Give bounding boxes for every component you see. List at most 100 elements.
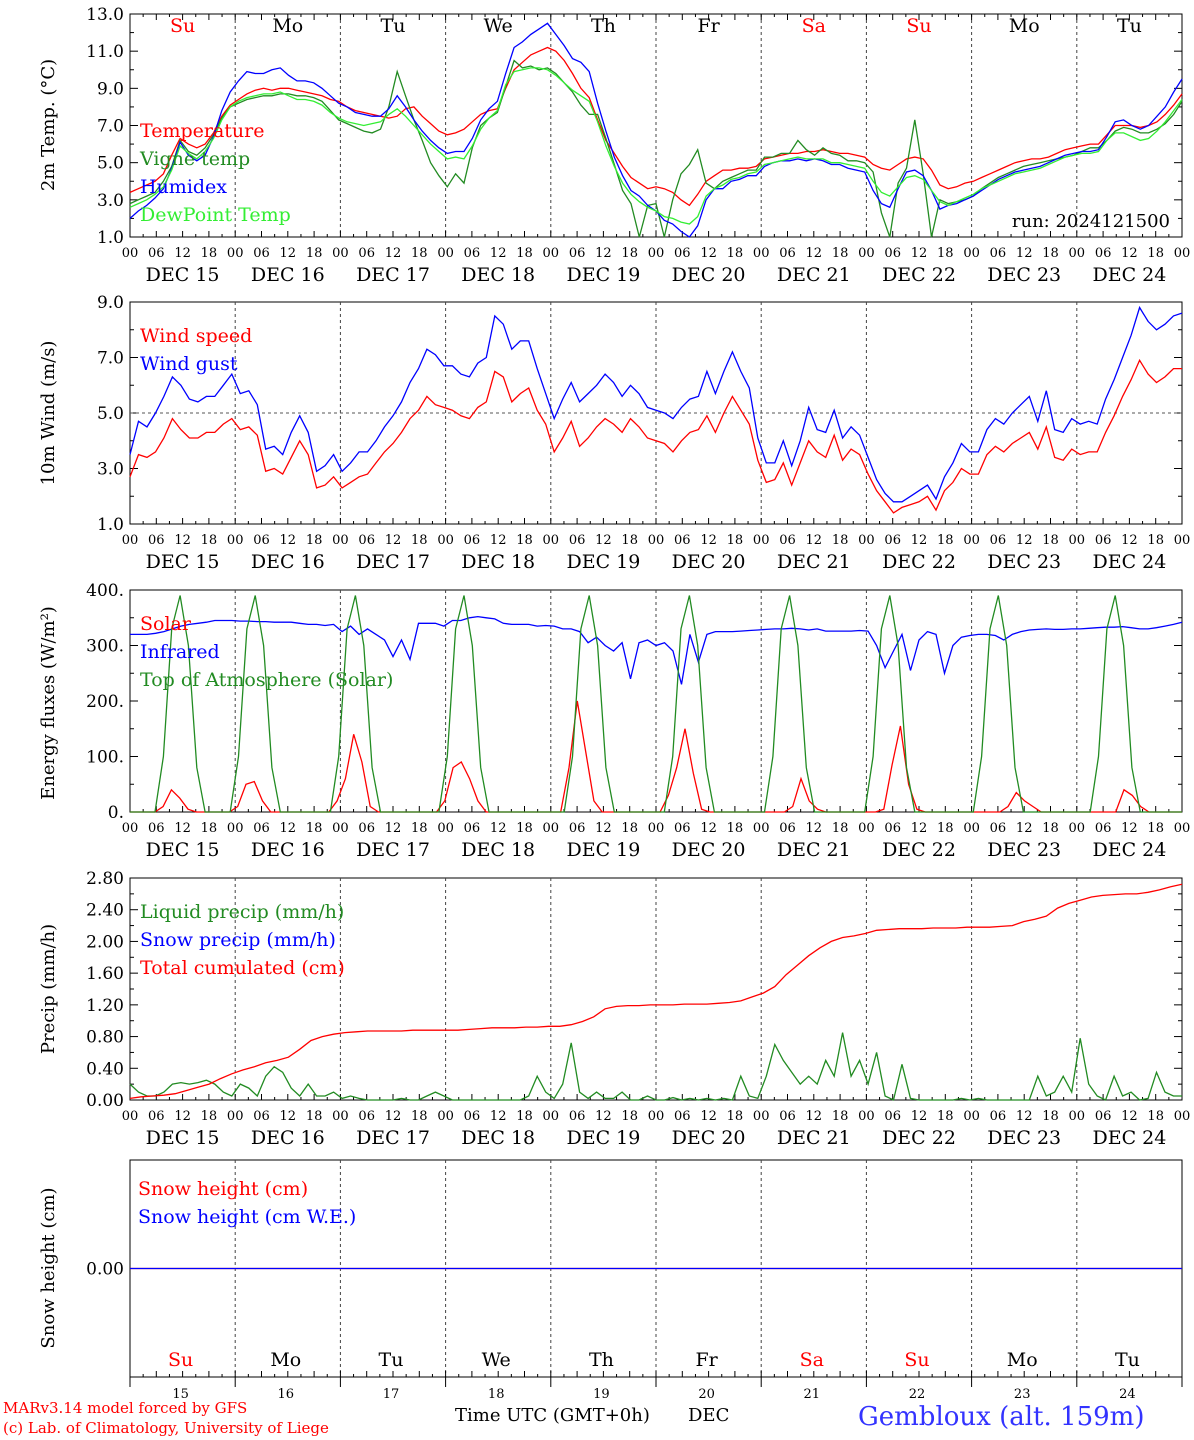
date-label: DEC 21 <box>777 1127 851 1149</box>
hour-tick-label: 18 <box>411 1109 428 1124</box>
y-tick-label: 1.60 <box>86 964 124 984</box>
date-label: DEC 15 <box>146 1127 220 1149</box>
hour-tick-label: 06 <box>779 1109 796 1124</box>
hour-tick-label: 00 <box>1174 821 1191 836</box>
series-line <box>129 59 1183 238</box>
hour-tick-label: 00 <box>753 1109 770 1124</box>
series-line <box>130 595 1182 813</box>
hour-tick-label: 18 <box>201 1109 218 1124</box>
hour-tick-label: 00 <box>1174 533 1191 548</box>
panel-3 <box>129 589 1183 813</box>
hour-tick-label: 12 <box>1016 1109 1033 1124</box>
date-label: DEC 18 <box>461 264 535 286</box>
y-tick-label: 5.0 <box>97 154 124 174</box>
hour-tick-label: 12 <box>700 821 717 836</box>
hour-tick-label: 18 <box>832 821 849 836</box>
hour-tick-label: 12 <box>490 821 507 836</box>
hour-tick-label: 00 <box>227 246 244 261</box>
hour-tick-label: 18 <box>411 533 428 548</box>
date-label: DEC 24 <box>1092 1127 1166 1149</box>
legend-entry: Snow precip (mm/h) <box>140 929 336 951</box>
run-annotation: run: 2024121500 <box>1012 211 1170 232</box>
hour-tick-label: 06 <box>569 821 586 836</box>
hour-tick-label: 18 <box>937 246 954 261</box>
hour-tick-label: 06 <box>779 533 796 548</box>
hour-tick-label: 06 <box>884 533 901 548</box>
day-name-label: Mo <box>1009 15 1040 37</box>
hour-tick-label: 00 <box>963 246 980 261</box>
day-name-label: Mo <box>270 1349 301 1371</box>
day-name-label: Tu <box>1115 1349 1140 1371</box>
date-label: DEC 19 <box>566 1127 640 1149</box>
date-label: DEC 23 <box>987 839 1061 861</box>
hour-tick-label: 06 <box>674 533 691 548</box>
panel-2 <box>129 301 1183 525</box>
hour-tick-label: 12 <box>385 533 402 548</box>
lab-credit: (c) Lab. of Climatology, University of L… <box>3 1419 329 1437</box>
y-tick-label: 3.0 <box>97 460 124 480</box>
hour-tick-label: 00 <box>332 1109 349 1124</box>
hour-tick-label: 06 <box>464 533 481 548</box>
day-name-label: Fr <box>695 1349 718 1371</box>
y-tick-label: 100. <box>86 748 124 768</box>
hour-tick-label: 12 <box>806 821 823 836</box>
hour-tick-label: 18 <box>306 821 323 836</box>
hour-tick-label: 00 <box>543 533 560 548</box>
hour-tick-label: 06 <box>253 246 270 261</box>
day-name-label: Th <box>589 1349 614 1371</box>
hour-tick-label: 06 <box>990 533 1007 548</box>
hour-tick-label: 00 <box>122 1109 139 1124</box>
date-label: DEC 18 <box>461 839 535 861</box>
date-label: DEC 20 <box>672 551 746 573</box>
hour-tick-label: 18 <box>832 246 849 261</box>
hour-tick-label: 00 <box>648 821 665 836</box>
y-axis-label: 10m Wind (m/s) <box>38 341 59 486</box>
date-label: DEC 24 <box>1092 551 1166 573</box>
day-number-label: 15 <box>172 1387 189 1402</box>
hour-tick-label: 12 <box>280 533 297 548</box>
series-line <box>129 305 1183 503</box>
hour-tick-label: 00 <box>122 246 139 261</box>
date-label: DEC 20 <box>672 264 746 286</box>
day-number-label: 21 <box>804 1387 821 1402</box>
hour-tick-label: 12 <box>1121 821 1138 836</box>
y-tick-label: 300. <box>86 637 124 657</box>
hour-tick-label: 00 <box>963 1109 980 1124</box>
date-label: DEC 23 <box>987 264 1061 286</box>
hour-tick-label: 18 <box>621 1109 638 1124</box>
hour-tick-label: 18 <box>306 246 323 261</box>
day-name-label: Tu <box>379 1349 404 1371</box>
hour-tick-label: 06 <box>990 821 1007 836</box>
date-label: DEC 17 <box>356 264 430 286</box>
hour-tick-label: 06 <box>569 1109 586 1124</box>
hour-tick-label: 00 <box>1174 246 1191 261</box>
hour-tick-label: 18 <box>621 246 638 261</box>
hour-tick-label: 12 <box>911 821 928 836</box>
date-label: DEC 17 <box>356 839 430 861</box>
legend-entry: Wind speed <box>140 325 252 347</box>
legend-entry: Infrared <box>140 641 220 663</box>
day-name-label: Sa <box>800 1349 824 1371</box>
legend-entry: Snow height (cm W.E.) <box>138 1206 356 1228</box>
month-label: DEC <box>688 1405 730 1426</box>
hour-tick-label: 12 <box>911 1109 928 1124</box>
legend-entry: Top of Atmosphere (Solar) <box>140 669 393 691</box>
hour-tick-label: 12 <box>174 246 191 261</box>
hour-tick-label: 12 <box>911 246 928 261</box>
hour-tick-label: 06 <box>569 533 586 548</box>
y-tick-label: 0.00 <box>86 1091 124 1111</box>
series-line <box>129 1032 1182 1101</box>
hour-tick-label: 12 <box>1121 246 1138 261</box>
date-label: DEC 21 <box>777 839 851 861</box>
hour-tick-label: 06 <box>464 1109 481 1124</box>
legend-entry: Humidex <box>140 176 227 198</box>
hour-tick-label: 18 <box>937 821 954 836</box>
y-tick-label: 2.40 <box>86 901 124 921</box>
date-label: DEC 18 <box>461 1127 535 1149</box>
hour-tick-label: 00 <box>543 1109 560 1124</box>
hour-tick-label: 00 <box>332 246 349 261</box>
y-axis-label: Snow height (cm) <box>38 1187 59 1348</box>
date-label: DEC 15 <box>146 839 220 861</box>
y-tick-label: 13.0 <box>86 5 124 25</box>
